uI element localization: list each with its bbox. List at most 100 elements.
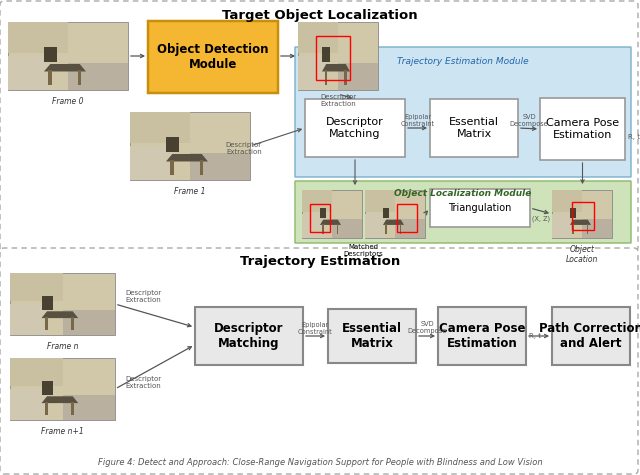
Polygon shape	[325, 70, 327, 85]
Polygon shape	[48, 70, 52, 85]
Polygon shape	[338, 63, 378, 90]
FancyBboxPatch shape	[148, 21, 278, 93]
Polygon shape	[45, 317, 48, 330]
FancyBboxPatch shape	[10, 358, 115, 420]
Polygon shape	[332, 219, 362, 238]
Polygon shape	[42, 311, 78, 318]
Text: Object Localization Module: Object Localization Module	[394, 189, 532, 198]
Polygon shape	[71, 317, 74, 330]
FancyBboxPatch shape	[0, 248, 638, 474]
Polygon shape	[320, 208, 326, 218]
FancyBboxPatch shape	[552, 307, 630, 365]
Polygon shape	[395, 219, 425, 238]
Text: Object
Location: Object Location	[566, 245, 598, 265]
Polygon shape	[587, 224, 588, 234]
FancyBboxPatch shape	[295, 47, 631, 177]
Polygon shape	[71, 402, 74, 415]
Text: Descriptor
Matching: Descriptor Matching	[326, 117, 384, 139]
Text: Triangulation: Triangulation	[448, 203, 512, 213]
Polygon shape	[8, 56, 50, 90]
Polygon shape	[570, 208, 576, 218]
FancyBboxPatch shape	[298, 22, 378, 90]
Polygon shape	[582, 219, 612, 238]
Polygon shape	[572, 224, 574, 234]
Polygon shape	[10, 358, 63, 386]
Polygon shape	[298, 22, 338, 53]
Polygon shape	[365, 214, 386, 238]
Polygon shape	[63, 395, 115, 420]
Polygon shape	[45, 402, 48, 415]
FancyBboxPatch shape	[10, 273, 115, 335]
Polygon shape	[322, 224, 324, 234]
Text: R, t: R, t	[628, 134, 640, 140]
Polygon shape	[400, 224, 401, 234]
Text: Trajectory Estimation Module: Trajectory Estimation Module	[397, 57, 529, 66]
FancyBboxPatch shape	[305, 99, 405, 157]
Text: Descriptor
Extraction: Descriptor Extraction	[320, 94, 356, 107]
Text: Descriptor
Extraction: Descriptor Extraction	[125, 377, 161, 389]
Polygon shape	[320, 219, 341, 225]
Text: Frame n+1: Frame n+1	[41, 427, 84, 436]
Text: Epipolar
Constraint: Epipolar Constraint	[298, 322, 333, 334]
Text: Essential
Matrix: Essential Matrix	[342, 322, 402, 350]
Text: Matched
Descriptors: Matched Descriptors	[344, 244, 383, 257]
Polygon shape	[385, 224, 387, 234]
Text: Target Object Localization: Target Object Localization	[222, 10, 418, 22]
FancyBboxPatch shape	[130, 112, 250, 180]
FancyBboxPatch shape	[430, 189, 530, 227]
Polygon shape	[190, 153, 250, 180]
Polygon shape	[130, 112, 190, 142]
Text: Epipolar
Constraint: Epipolar Constraint	[401, 114, 435, 126]
Polygon shape	[166, 154, 208, 162]
Polygon shape	[552, 214, 573, 238]
Polygon shape	[302, 214, 323, 238]
FancyBboxPatch shape	[295, 181, 631, 243]
Text: Descriptor
Matching: Descriptor Matching	[214, 322, 284, 350]
Text: SVD
Decompose: SVD Decompose	[407, 322, 447, 334]
Polygon shape	[302, 190, 332, 211]
Polygon shape	[77, 70, 81, 85]
Polygon shape	[337, 224, 339, 234]
FancyBboxPatch shape	[540, 98, 625, 160]
Polygon shape	[383, 219, 404, 225]
FancyBboxPatch shape	[0, 1, 638, 251]
Text: Essential
Matrix: Essential Matrix	[449, 117, 499, 139]
Polygon shape	[570, 219, 591, 225]
Polygon shape	[10, 389, 47, 420]
Polygon shape	[42, 381, 52, 395]
Polygon shape	[8, 22, 68, 53]
Polygon shape	[44, 47, 56, 62]
Polygon shape	[383, 208, 389, 218]
FancyBboxPatch shape	[365, 190, 425, 238]
FancyBboxPatch shape	[195, 307, 303, 365]
Text: Frame 0: Frame 0	[52, 97, 84, 106]
Text: Descriptor
Extraction: Descriptor Extraction	[226, 142, 262, 155]
Polygon shape	[10, 273, 63, 301]
Polygon shape	[322, 64, 350, 71]
Text: Frame n: Frame n	[47, 342, 78, 351]
Polygon shape	[130, 146, 172, 180]
FancyBboxPatch shape	[438, 307, 526, 365]
FancyBboxPatch shape	[8, 22, 128, 90]
FancyBboxPatch shape	[328, 309, 416, 363]
Text: (X, Z): (X, Z)	[532, 216, 550, 222]
FancyBboxPatch shape	[430, 99, 518, 157]
Text: Descriptor
Extraction: Descriptor Extraction	[125, 291, 161, 304]
Polygon shape	[322, 47, 330, 62]
Text: Trajectory Estimation: Trajectory Estimation	[240, 256, 400, 268]
Polygon shape	[42, 396, 78, 403]
Text: Object Detection
Module: Object Detection Module	[157, 43, 269, 71]
Polygon shape	[166, 137, 179, 152]
Polygon shape	[344, 70, 347, 85]
Polygon shape	[42, 296, 52, 310]
Polygon shape	[63, 310, 115, 335]
Polygon shape	[170, 161, 173, 174]
Polygon shape	[68, 63, 128, 90]
Text: Camera Pose
Estimation: Camera Pose Estimation	[546, 118, 619, 140]
Polygon shape	[365, 190, 395, 211]
Text: Frame 1: Frame 1	[174, 187, 205, 196]
Text: Figure 4: Detect and Approach: Close-Range Navigation Support for People with Bl: Figure 4: Detect and Approach: Close-Ran…	[98, 458, 542, 467]
Polygon shape	[10, 304, 47, 335]
Polygon shape	[298, 56, 326, 90]
FancyBboxPatch shape	[552, 190, 612, 238]
